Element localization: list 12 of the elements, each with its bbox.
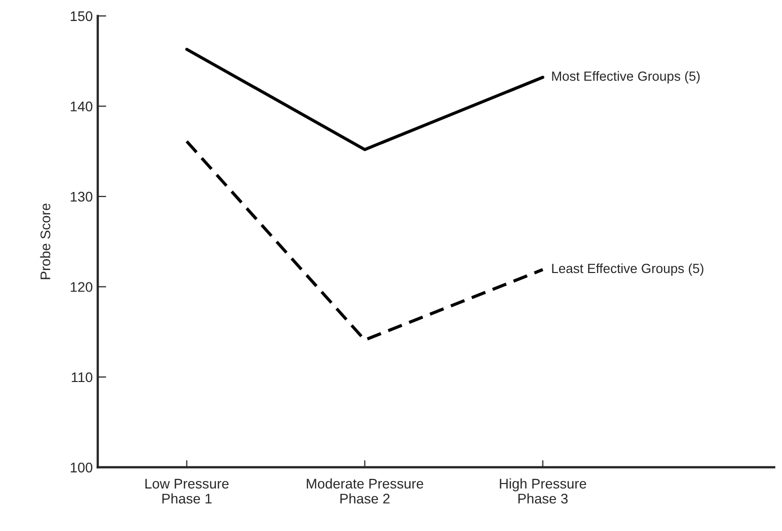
y-tick-label: 150 bbox=[70, 11, 92, 22]
y-tick-label: 100 bbox=[70, 462, 92, 472]
x-tick-label: Low Pressure Phase 1 bbox=[145, 478, 229, 504]
series-label: Most Effective Groups (5) bbox=[552, 71, 700, 84]
y-tick-label: 110 bbox=[72, 372, 92, 382]
y-tick-label: 120 bbox=[70, 282, 92, 292]
y-tick-label: 130 bbox=[70, 192, 92, 202]
x-tick-label: Moderate Pressure Phase 2 bbox=[306, 478, 424, 504]
x-tick-label: High Pressure Phase 3 bbox=[500, 478, 586, 504]
y-tick-label: 140 bbox=[70, 102, 92, 112]
series-label: Least Effective Groups (5) bbox=[552, 263, 704, 276]
y-axis-title: Probe Score bbox=[40, 204, 50, 280]
